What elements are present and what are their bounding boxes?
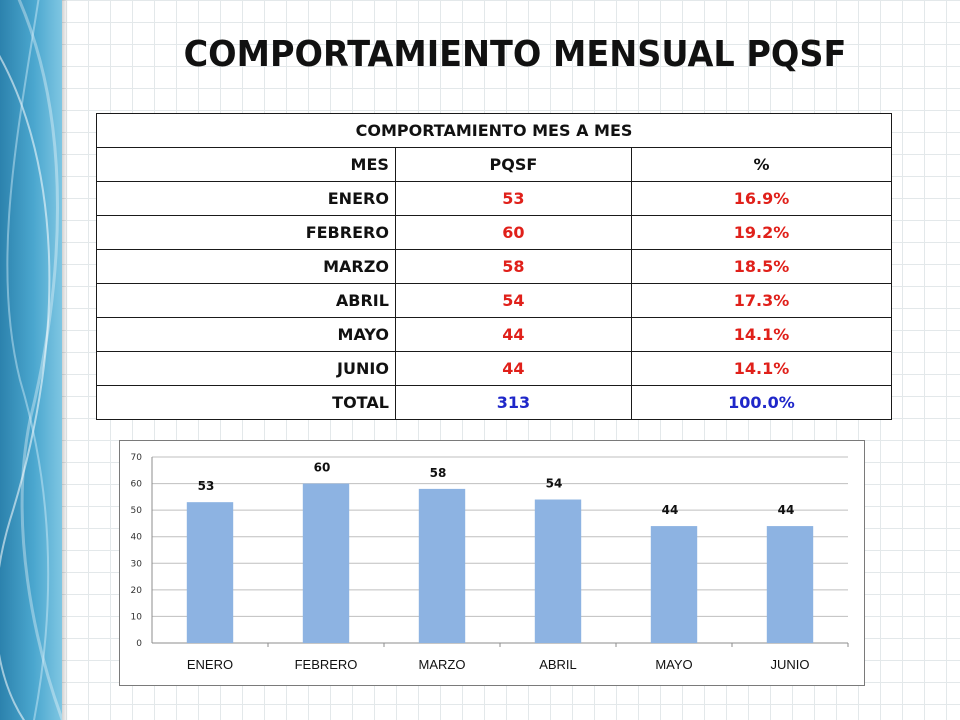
y-tick-label: 0 (136, 639, 142, 649)
table-row: ABRIL 54 17.3% (96, 283, 893, 318)
column-header-mes: MES (96, 147, 396, 182)
total-label: TOTAL (96, 385, 396, 420)
decorative-side-band (0, 0, 62, 720)
row-percent: 18.5% (630, 249, 893, 284)
row-month: MARZO (96, 249, 396, 284)
row-pqsf: 54 (394, 283, 632, 318)
bar (650, 526, 698, 643)
row-percent: 14.1% (630, 351, 893, 386)
y-tick-label: 30 (131, 559, 143, 569)
table-caption: COMPORTAMIENTO MES A MES (96, 113, 892, 148)
data-label: 60 (314, 461, 331, 475)
column-header-pqsf: PQSF (394, 147, 632, 182)
bar-chart: 0 10 20 30 40 50 60 70 53 ENERO 60 FEBRERO 58 MARZO 54… (119, 440, 865, 686)
table-total-row: TOTAL 313 100.0% (96, 385, 893, 420)
y-tick-label: 20 (131, 586, 143, 596)
y-tick-label: 70 (131, 453, 143, 463)
table-row: JUNIO 44 14.1% (96, 351, 893, 386)
bar (186, 502, 234, 643)
row-month: JUNIO (96, 351, 396, 386)
page-title: COMPORTAMIENTO MENSUAL PQSF (183, 34, 847, 75)
table-row: ENERO 53 16.9% (96, 181, 893, 216)
column-header-percent: % (630, 147, 893, 182)
row-percent: 16.9% (630, 181, 893, 216)
data-label: 54 (546, 477, 563, 491)
row-percent: 14.1% (630, 317, 893, 352)
row-pqsf: 53 (394, 181, 632, 216)
x-tick-label: JUNIO (771, 657, 810, 672)
table-row: MARZO 58 18.5% (96, 249, 893, 284)
y-tick-label: 40 (131, 533, 143, 543)
data-label: 58 (430, 466, 447, 480)
row-month: ENERO (96, 181, 396, 216)
x-tick-label: FEBRERO (295, 657, 358, 672)
x-tick-label: MARZO (419, 657, 466, 672)
data-label: 44 (778, 503, 795, 517)
row-month: MAYO (96, 317, 396, 352)
table-caption-row: COMPORTAMIENTO MES A MES (96, 113, 892, 148)
y-tick-label: 50 (131, 506, 143, 516)
row-percent: 19.2% (630, 215, 893, 250)
row-pqsf: 44 (394, 351, 632, 386)
x-tick-label: ENERO (187, 657, 233, 672)
table-row: FEBRERO 60 19.2% (96, 215, 893, 250)
y-tick-label: 60 (131, 480, 143, 490)
total-pqsf: 313 (394, 385, 632, 420)
bar (766, 526, 814, 643)
data-label: 53 (198, 479, 215, 493)
data-label: 44 (662, 503, 679, 517)
y-tick-label: 10 (131, 612, 143, 622)
x-tick-label: MAYO (655, 657, 692, 672)
monthly-table: COMPORTAMIENTO MES A MES MES PQSF % ENER… (96, 113, 893, 420)
x-tick-label: ABRIL (539, 657, 577, 672)
bar (302, 483, 350, 643)
row-month: ABRIL (96, 283, 396, 318)
table-row: MAYO 44 14.1% (96, 317, 893, 352)
table-header-row: MES PQSF % (96, 147, 893, 182)
row-pqsf: 44 (394, 317, 632, 352)
bar (534, 499, 582, 643)
bar (418, 488, 466, 643)
row-pqsf: 58 (394, 249, 632, 284)
row-month: FEBRERO (96, 215, 396, 250)
bar-chart-canvas: 0 10 20 30 40 50 60 70 53 ENERO 60 FEBRERO 58 MARZO 54… (131, 453, 849, 672)
row-percent: 17.3% (630, 283, 893, 318)
total-percent: 100.0% (630, 385, 893, 420)
side-band-shadow (62, 0, 68, 720)
side-band-swoosh-graphic (0, 0, 62, 720)
row-pqsf: 60 (394, 215, 632, 250)
